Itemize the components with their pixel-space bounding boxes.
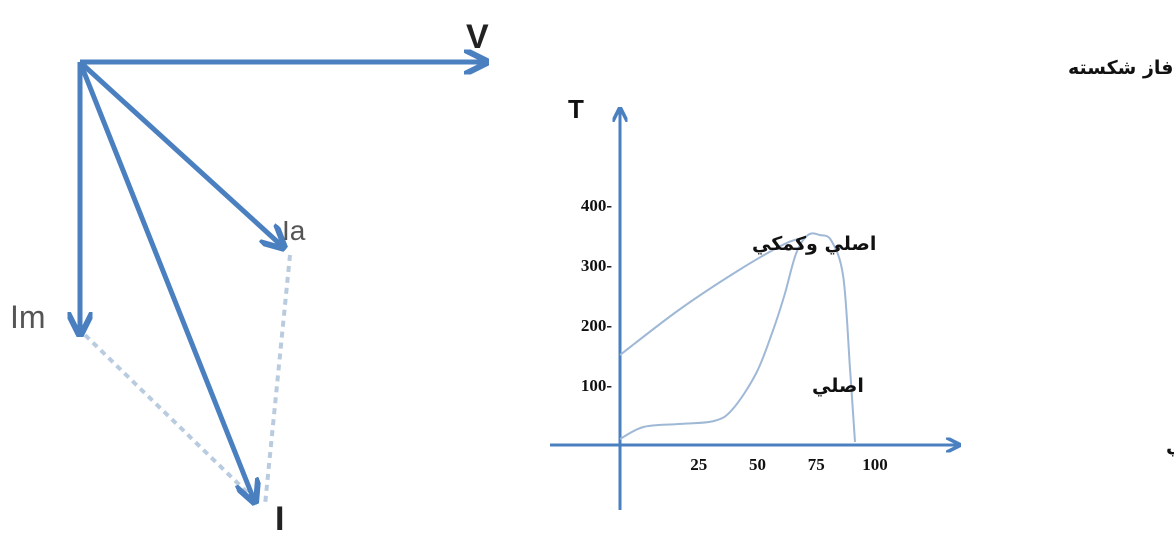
ia-vector-arrow xyxy=(78,60,282,246)
im-label: Im xyxy=(10,299,46,335)
torque-speed-chart: منحني كاركرد موتور فاز شكسته T درصد دور … xyxy=(550,57,1174,510)
phasor-diagram: V Ia Im I xyxy=(10,18,489,538)
x-tick-label: 25 xyxy=(690,455,707,474)
x-tick-label: 50 xyxy=(749,455,766,474)
x-axis-label: درصد دور نامي xyxy=(1166,435,1174,457)
series-label-main-aux: اصلي وكمكي xyxy=(752,233,876,255)
y-axis-label: T xyxy=(568,94,584,124)
y-tick-label: 100- xyxy=(581,376,613,395)
x-tick-label: 100 xyxy=(862,455,888,474)
ia-to-i-dashed-line xyxy=(263,254,292,506)
v-label: V xyxy=(466,18,489,56)
y-tick-labels: 100- 200- 300- 400- xyxy=(581,196,613,395)
x-tick-labels: 25 50 75 100 xyxy=(690,455,888,474)
x-tick-label: 75 xyxy=(808,455,825,474)
i-label: I xyxy=(275,500,284,538)
i-vector-arrow xyxy=(77,61,254,500)
curve-main xyxy=(619,232,856,443)
ia-label: Ia xyxy=(282,215,306,246)
curve-main-aux xyxy=(619,237,804,356)
im-to-i-dashed-line xyxy=(83,333,257,502)
chart-curves xyxy=(619,232,856,443)
chart-title: منحني كاركرد موتور فاز شكسته xyxy=(1068,57,1174,79)
y-tick-label: 200- xyxy=(581,316,613,335)
series-label-main: اصلي xyxy=(812,375,864,397)
switch-point-marker xyxy=(836,244,842,250)
y-tick-label: 400- xyxy=(581,196,613,215)
y-tick-label: 300- xyxy=(581,256,613,275)
